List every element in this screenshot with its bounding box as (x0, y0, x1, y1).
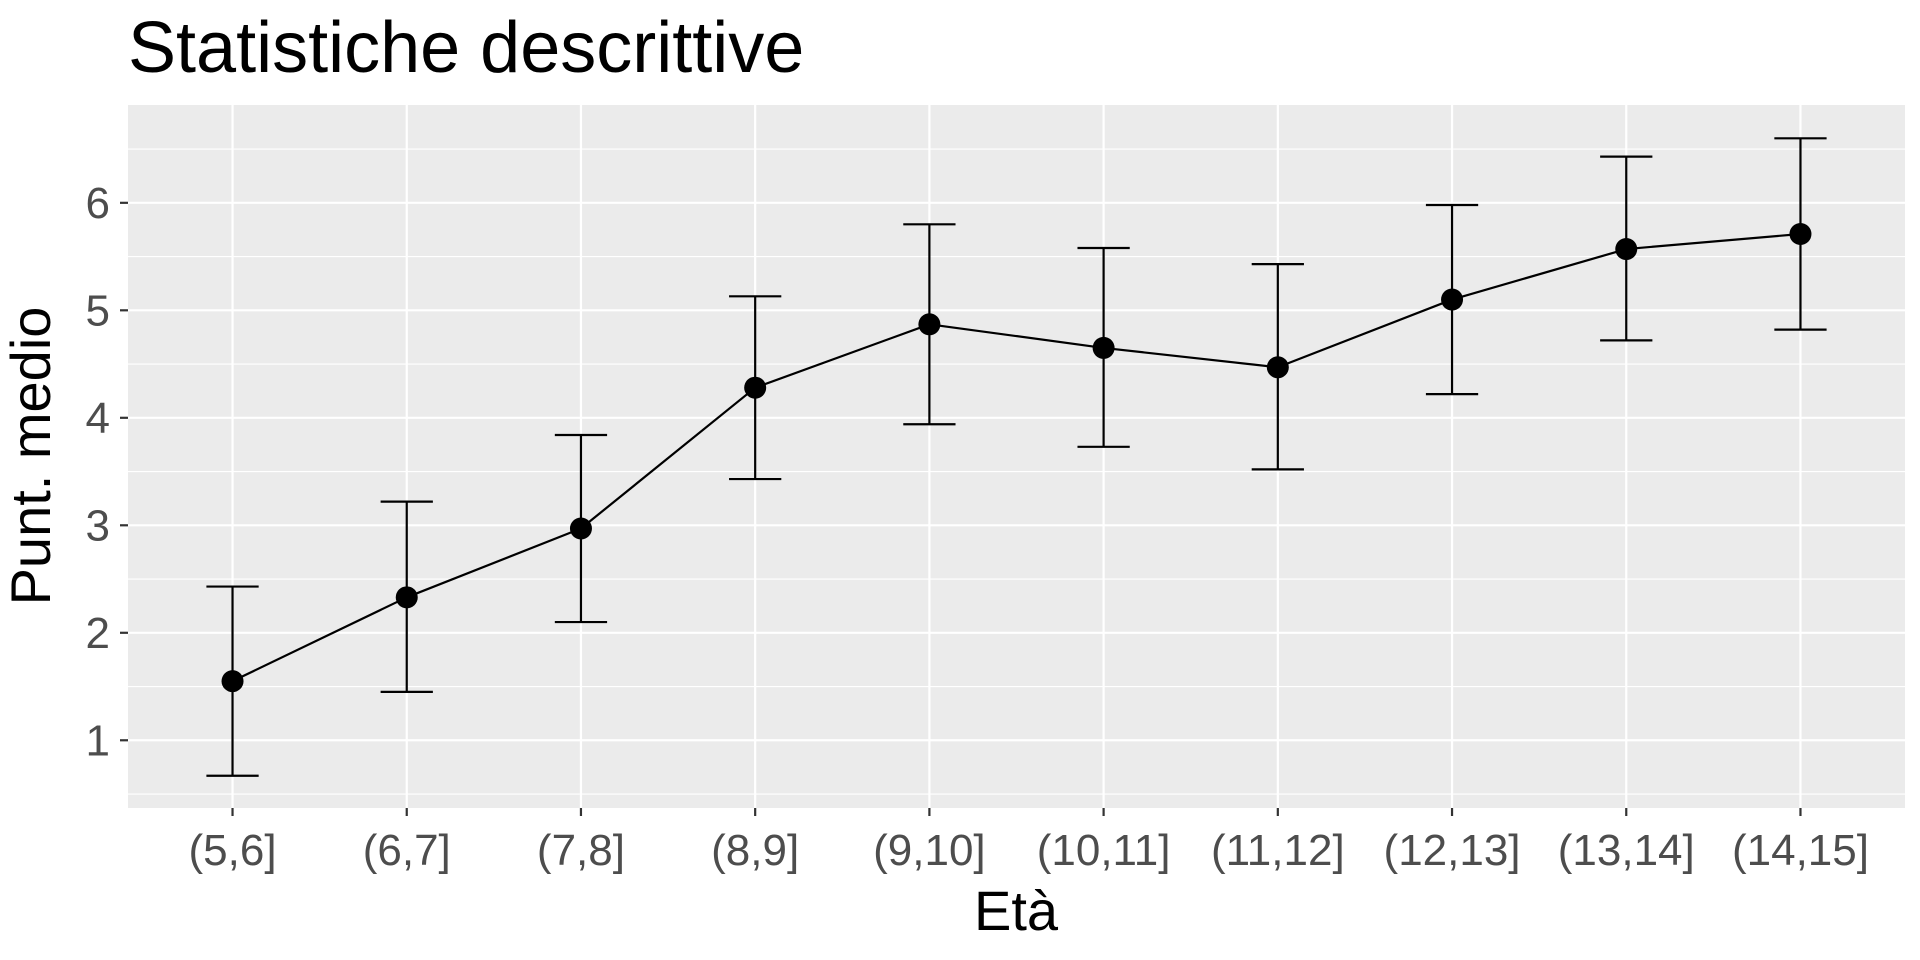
grid-minor (128, 148, 1905, 795)
data-point (918, 313, 941, 336)
data-points (221, 222, 1812, 693)
series-line (232, 232, 1801, 683)
chart-title: Statistiche descrittive (128, 8, 804, 88)
x-tick-label: (12,13] (1384, 826, 1521, 875)
x-tick-label: (13,14] (1558, 826, 1695, 875)
plot-panel (128, 105, 1905, 808)
data-point (395, 586, 418, 609)
x-tick-label: (14,15] (1732, 826, 1869, 875)
axis-ticks (120, 201, 1802, 816)
y-tick-label: 2 (86, 609, 110, 658)
y-tick-label: 5 (86, 286, 110, 335)
y-tick-label: 4 (86, 394, 110, 443)
x-tick-label: (10,11] (1037, 826, 1171, 875)
data-point (1441, 288, 1464, 311)
x-tick-label: (5,6] (189, 826, 277, 875)
x-tick-label: (9,10] (873, 826, 986, 875)
data-point (569, 517, 592, 540)
x-axis-title: Età (974, 879, 1059, 942)
data-point (1615, 238, 1638, 261)
data-point (221, 670, 244, 693)
y-tick-label: 1 (86, 716, 110, 765)
x-tick-label: (11,12] (1211, 826, 1345, 875)
data-point (1092, 336, 1115, 359)
data-point (744, 376, 767, 399)
y-tick-label: 3 (86, 501, 110, 550)
y-tick-labels: 1 2 3 4 5 6 (86, 179, 110, 765)
y-axis-title: Punt. medio (0, 307, 62, 606)
data-point (1266, 356, 1289, 379)
data-point (1789, 222, 1812, 245)
series-line-group (232, 232, 1801, 683)
x-tick-labels: (5,6] (6,7] (7,8] (8,9] (9,10] (10,11] (11,12]… (189, 826, 1869, 875)
x-tick-label: (6,7] (363, 826, 451, 875)
x-tick-label: (8,9] (711, 826, 799, 875)
y-tick-label: 6 (86, 179, 110, 228)
x-tick-label: (7,8] (537, 826, 625, 875)
